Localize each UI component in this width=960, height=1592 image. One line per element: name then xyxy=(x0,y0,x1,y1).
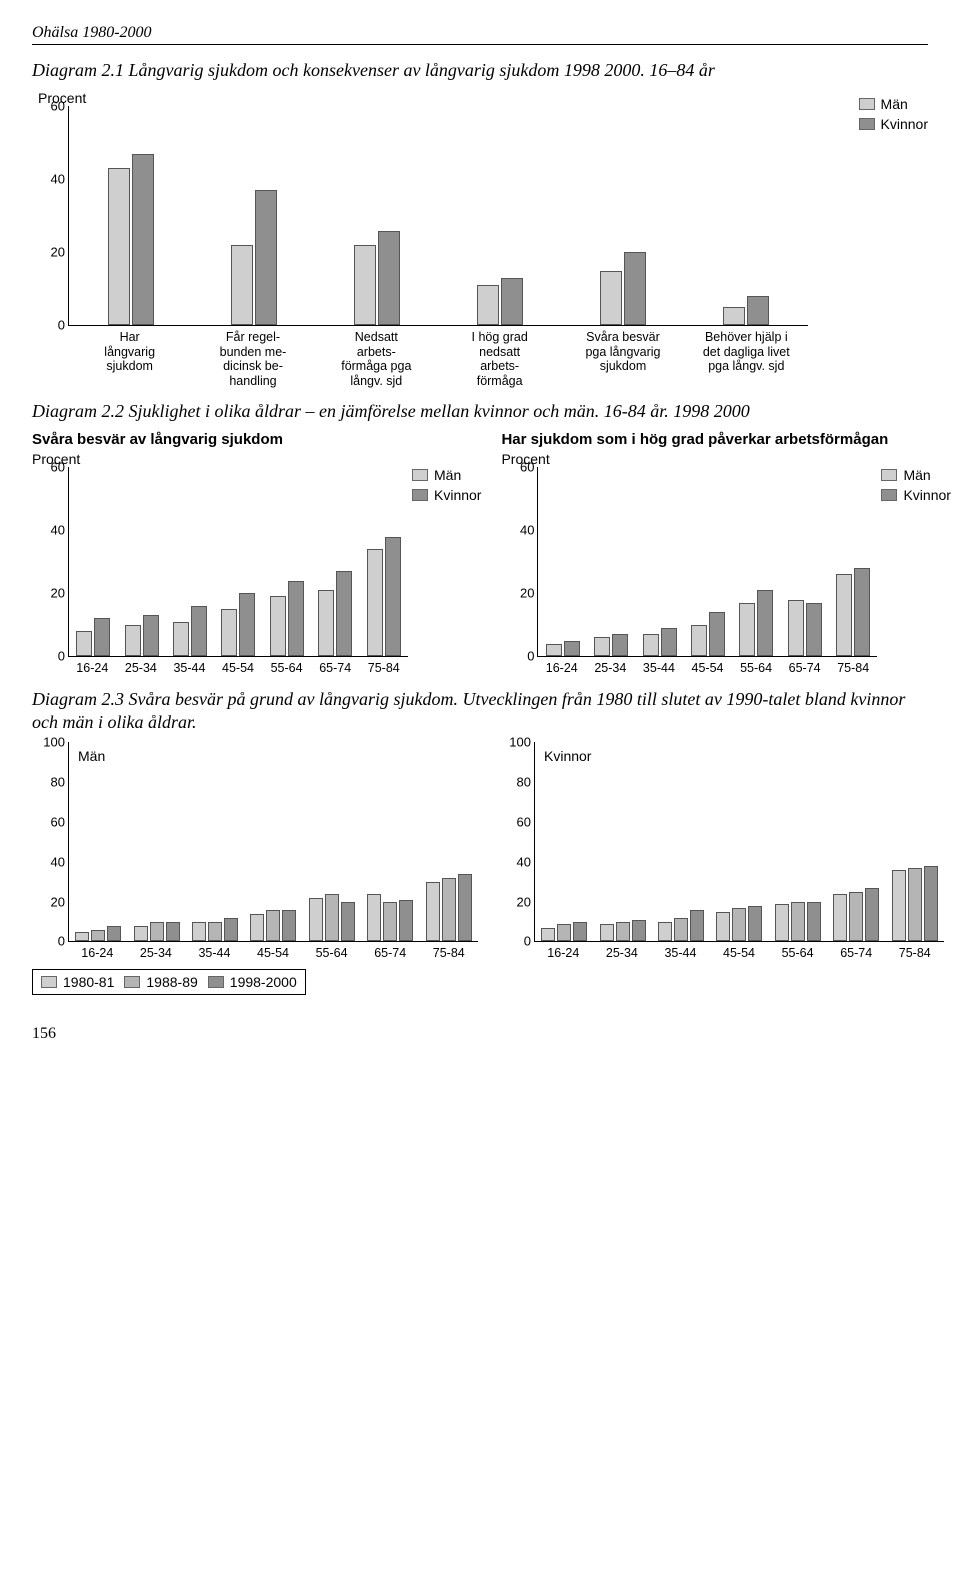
page-header: Ohälsa 1980-2000 xyxy=(32,24,928,45)
page-number: 156 xyxy=(32,1025,928,1043)
legend-swatch-1998 xyxy=(208,976,224,988)
legend-swatch-1988 xyxy=(124,976,140,988)
diagram-2-2-left-chart: Svåra besvär av långvarig sjukdomProcent… xyxy=(32,431,481,675)
legend-label-1980: 1980-81 xyxy=(63,974,114,990)
diagram-2-3-legend: 1980-81 1988-89 1998-2000 xyxy=(41,974,297,990)
diagram-2-1-caption: Diagram 2.1 Långvarig sjukdom och konsek… xyxy=(32,59,928,82)
legend-swatch-1980 xyxy=(41,976,57,988)
diagram-2-2-right-chart: Har sjukdom som i hög grad påverkar arbe… xyxy=(501,431,950,675)
diagram-2-3-right-chart: 02040608010016-2425-3435-4445-5455-6465-… xyxy=(498,742,944,960)
diagram-2-2-caption: Diagram 2.2 Sjuklighet i olika åldrar – … xyxy=(32,400,928,423)
diagram-2-3-left-chart: 02040608010016-2425-3435-4445-5455-6465-… xyxy=(32,742,478,960)
legend-label-1998: 1998-2000 xyxy=(230,974,297,990)
diagram-2-1-chart: Procent0204060HarlångvarigsjukdomFår reg… xyxy=(32,90,928,388)
diagram-2-3-caption: Diagram 2.3 Svåra besvär på grund av lån… xyxy=(32,688,928,735)
legend-label-1988: 1988-89 xyxy=(146,974,197,990)
